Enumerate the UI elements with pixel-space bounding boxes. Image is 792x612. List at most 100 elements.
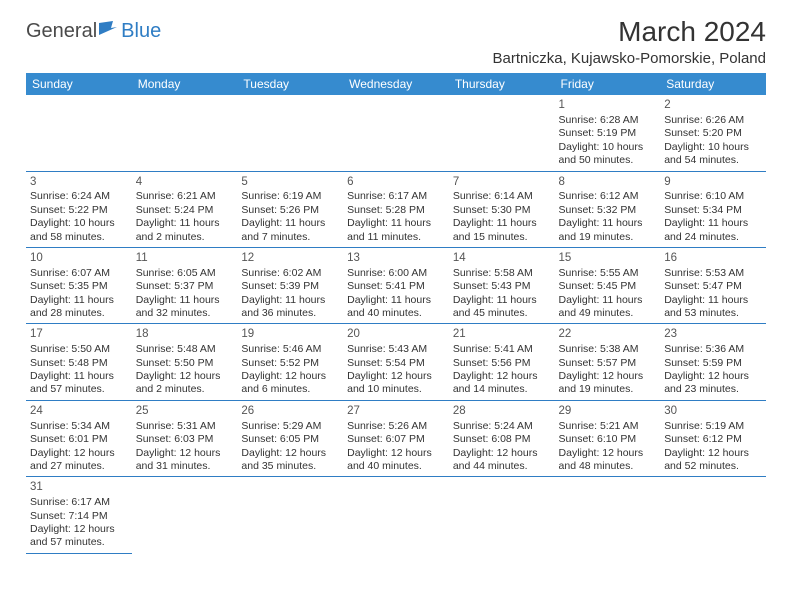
cell-line: and 32 minutes. bbox=[136, 307, 234, 320]
cell-line: and 35 minutes. bbox=[241, 460, 339, 473]
logo: GeneralBlue bbox=[26, 20, 161, 43]
calendar-cell: 12Sunrise: 6:02 AMSunset: 5:39 PMDayligh… bbox=[237, 247, 343, 323]
cell-line: Sunset: 6:08 PM bbox=[453, 433, 551, 446]
day-header: Wednesday bbox=[343, 73, 449, 95]
day-number: 30 bbox=[664, 404, 762, 419]
cell-line: Sunrise: 5:46 AM bbox=[241, 343, 339, 356]
cell-line: Daylight: 12 hours bbox=[664, 370, 762, 383]
cell-line: Sunrise: 6:12 AM bbox=[559, 190, 657, 203]
day-header: Monday bbox=[132, 73, 238, 95]
day-number: 26 bbox=[241, 404, 339, 419]
day-number: 3 bbox=[30, 175, 128, 190]
day-number: 10 bbox=[30, 251, 128, 266]
cell-line: Sunset: 6:07 PM bbox=[347, 433, 445, 446]
logo-text-general: Genera bbox=[26, 20, 93, 43]
day-number: 19 bbox=[241, 327, 339, 342]
cell-line: Sunrise: 5:38 AM bbox=[559, 343, 657, 356]
location: Bartniczka, Kujawsko-Pomorskie, Poland bbox=[493, 50, 766, 67]
calendar-cell: 6Sunrise: 6:17 AMSunset: 5:28 PMDaylight… bbox=[343, 171, 449, 247]
calendar-cell bbox=[132, 95, 238, 171]
day-number: 2 bbox=[664, 98, 762, 113]
cell-line: Daylight: 12 hours bbox=[30, 447, 128, 460]
calendar-cell: 14Sunrise: 5:58 AMSunset: 5:43 PMDayligh… bbox=[449, 247, 555, 323]
cell-line: Daylight: 11 hours bbox=[559, 217, 657, 230]
cell-line: and 15 minutes. bbox=[453, 231, 551, 244]
cell-line: Sunrise: 6:07 AM bbox=[30, 267, 128, 280]
calendar-cell: 1Sunrise: 6:28 AMSunset: 5:19 PMDaylight… bbox=[555, 95, 661, 171]
calendar-cell: 21Sunrise: 5:41 AMSunset: 5:56 PMDayligh… bbox=[449, 324, 555, 400]
cell-line: Sunrise: 5:36 AM bbox=[664, 343, 762, 356]
cell-line: Sunrise: 6:17 AM bbox=[347, 190, 445, 203]
cell-line: and 44 minutes. bbox=[453, 460, 551, 473]
calendar-cell bbox=[237, 95, 343, 171]
calendar-row: 10Sunrise: 6:07 AMSunset: 5:35 PM Dayligh… bbox=[26, 247, 766, 323]
cell-line: Sunrise: 5:31 AM bbox=[136, 420, 234, 433]
cell-line: and 36 minutes. bbox=[241, 307, 339, 320]
cell-line: Sunset: 5:57 PM bbox=[559, 357, 657, 370]
calendar-cell bbox=[343, 95, 449, 171]
cell-line: Sunset: 6:05 PM bbox=[241, 433, 339, 446]
calendar-cell: 16Sunrise: 5:53 AMSunset: 5:47 PMDayligh… bbox=[660, 247, 766, 323]
cell-line: Sunrise: 5:50 AM bbox=[30, 343, 128, 356]
cell-line: and 14 minutes. bbox=[453, 383, 551, 396]
cell-line: and 58 minutes. bbox=[30, 231, 128, 244]
day-number: 27 bbox=[347, 404, 445, 419]
cell-line: Sunrise: 6:17 AM bbox=[30, 496, 128, 509]
day-header: Saturday bbox=[660, 73, 766, 95]
cell-line: Sunset: 6:12 PM bbox=[664, 433, 762, 446]
calendar-cell bbox=[660, 477, 766, 553]
cell-line: Sunset: 5:32 PM bbox=[559, 204, 657, 217]
cell-line: Sunrise: 5:55 AM bbox=[559, 267, 657, 280]
cell-line: Sunrise: 5:34 AM bbox=[30, 420, 128, 433]
day-number: 7 bbox=[453, 175, 551, 190]
day-number: 28 bbox=[453, 404, 551, 419]
calendar-cell: 2Sunrise: 6:26 AMSunset: 5:20 PMDaylight… bbox=[660, 95, 766, 171]
day-number: 4 bbox=[136, 175, 234, 190]
cell-line: and 40 minutes. bbox=[347, 460, 445, 473]
day-number: 20 bbox=[347, 327, 445, 342]
cell-line: and 54 minutes. bbox=[664, 154, 762, 167]
cell-line: Daylight: 11 hours bbox=[664, 294, 762, 307]
cell-line: Daylight: 11 hours bbox=[559, 294, 657, 307]
day-number: 31 bbox=[30, 480, 128, 495]
calendar-cell bbox=[343, 477, 449, 553]
cell-line: Daylight: 11 hours bbox=[453, 294, 551, 307]
cell-line: Daylight: 12 hours bbox=[347, 370, 445, 383]
cell-line: Sunset: 5:35 PM bbox=[30, 280, 128, 293]
calendar-cell bbox=[132, 477, 238, 553]
cell-line: and 10 minutes. bbox=[347, 383, 445, 396]
cell-line: Sunset: 5:56 PM bbox=[453, 357, 551, 370]
cell-line: Daylight: 10 hours bbox=[559, 141, 657, 154]
cell-line: and 57 minutes. bbox=[30, 383, 128, 396]
day-number: 24 bbox=[30, 404, 128, 419]
calendar-cell bbox=[237, 477, 343, 553]
cell-line: and 28 minutes. bbox=[30, 307, 128, 320]
cell-line: and 48 minutes. bbox=[559, 460, 657, 473]
calendar-cell: 19Sunrise: 5:46 AMSunset: 5:52 PMDayligh… bbox=[237, 324, 343, 400]
cell-line: Sunrise: 6:19 AM bbox=[241, 190, 339, 203]
cell-line: Sunrise: 5:58 AM bbox=[453, 267, 551, 280]
cell-line: Daylight: 12 hours bbox=[559, 447, 657, 460]
calendar-cell: 15Sunrise: 5:55 AMSunset: 5:45 PMDayligh… bbox=[555, 247, 661, 323]
calendar-cell: 9Sunrise: 6:10 AMSunset: 5:34 PMDaylight… bbox=[660, 171, 766, 247]
day-number: 15 bbox=[559, 251, 657, 266]
cell-line: Sunset: 5:34 PM bbox=[664, 204, 762, 217]
cell-line: Sunrise: 5:21 AM bbox=[559, 420, 657, 433]
title-block: March 2024 Bartniczka, Kujawsko-Pomorski… bbox=[493, 16, 766, 67]
cell-line: and 7 minutes. bbox=[241, 231, 339, 244]
cell-line: and 24 minutes. bbox=[664, 231, 762, 244]
cell-line: Daylight: 11 hours bbox=[136, 294, 234, 307]
day-header: Tuesday bbox=[237, 73, 343, 95]
calendar-cell: 26Sunrise: 5:29 AMSunset: 6:05 PMDayligh… bbox=[237, 400, 343, 476]
cell-line: Sunset: 5:22 PM bbox=[30, 204, 128, 217]
calendar-row: 31Sunrise: 6:17 AMSunset: 7:14 PMDayligh… bbox=[26, 477, 766, 553]
cell-line: Sunset: 5:19 PM bbox=[559, 127, 657, 140]
calendar-cell: 22Sunrise: 5:38 AMSunset: 5:57 PMDayligh… bbox=[555, 324, 661, 400]
cell-line: Daylight: 10 hours bbox=[664, 141, 762, 154]
calendar-cell: 31Sunrise: 6:17 AMSunset: 7:14 PMDayligh… bbox=[26, 477, 132, 553]
cell-line: and 53 minutes. bbox=[664, 307, 762, 320]
page-title: March 2024 bbox=[493, 16, 766, 48]
cell-line: Sunrise: 5:24 AM bbox=[453, 420, 551, 433]
cell-line: Daylight: 11 hours bbox=[453, 217, 551, 230]
cell-line: Sunset: 5:37 PM bbox=[136, 280, 234, 293]
